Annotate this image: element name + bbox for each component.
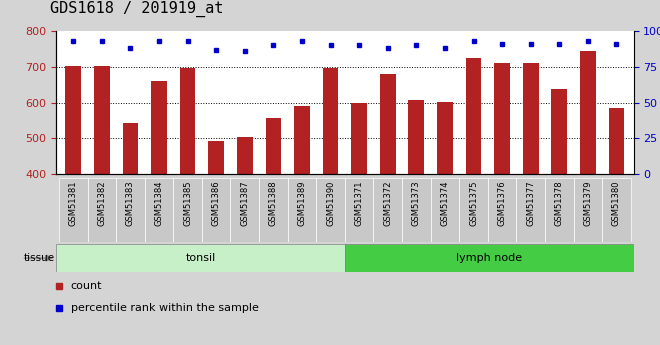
Bar: [351, 103, 367, 317]
Text: GSM51376: GSM51376: [498, 180, 507, 226]
Text: GSM51378: GSM51378: [555, 180, 564, 226]
Text: lymph node: lymph node: [456, 253, 522, 263]
Text: GSM51373: GSM51373: [412, 180, 421, 226]
Bar: [145, 178, 174, 242]
Bar: [65, 66, 81, 317]
Bar: [151, 81, 167, 317]
Bar: [288, 178, 316, 242]
Bar: [237, 137, 253, 317]
Bar: [345, 244, 634, 272]
Bar: [409, 100, 424, 317]
Bar: [323, 68, 339, 317]
Text: GDS1618 / 201919_at: GDS1618 / 201919_at: [50, 1, 223, 17]
Bar: [374, 178, 402, 242]
Bar: [116, 178, 145, 242]
Text: GSM51389: GSM51389: [298, 180, 306, 226]
Bar: [488, 178, 516, 242]
Bar: [602, 178, 631, 242]
Bar: [202, 178, 230, 242]
Bar: [316, 178, 345, 242]
Bar: [123, 124, 139, 317]
Bar: [609, 108, 624, 317]
Bar: [174, 178, 202, 242]
Text: GSM51377: GSM51377: [526, 180, 535, 226]
Bar: [494, 63, 510, 317]
Bar: [459, 178, 488, 242]
Bar: [516, 178, 545, 242]
Bar: [437, 101, 453, 317]
Bar: [545, 178, 574, 242]
Bar: [209, 141, 224, 317]
Text: GSM51384: GSM51384: [154, 180, 164, 226]
Text: GSM51387: GSM51387: [240, 180, 249, 226]
Text: GSM51385: GSM51385: [183, 180, 192, 226]
Text: GSM51380: GSM51380: [612, 180, 621, 226]
Bar: [56, 244, 345, 272]
Bar: [265, 118, 281, 317]
Text: tissue: tissue: [24, 253, 55, 263]
Text: GSM51379: GSM51379: [583, 180, 593, 226]
Text: GSM51382: GSM51382: [97, 180, 106, 226]
Text: GSM51383: GSM51383: [126, 180, 135, 226]
Bar: [580, 51, 596, 317]
Text: GSM51390: GSM51390: [326, 180, 335, 226]
Bar: [345, 178, 374, 242]
Bar: [88, 178, 116, 242]
Bar: [59, 178, 88, 242]
Text: count: count: [71, 281, 102, 290]
Bar: [402, 178, 430, 242]
Bar: [523, 63, 539, 317]
Bar: [430, 178, 459, 242]
Bar: [259, 178, 288, 242]
Text: GSM51374: GSM51374: [440, 180, 449, 226]
Bar: [551, 89, 567, 317]
Text: GSM51388: GSM51388: [269, 180, 278, 226]
Text: GSM51371: GSM51371: [354, 180, 364, 226]
Bar: [94, 66, 110, 317]
Bar: [574, 178, 602, 242]
Text: GSM51381: GSM51381: [69, 180, 78, 226]
Text: tonsil: tonsil: [185, 253, 216, 263]
Bar: [380, 74, 395, 317]
Bar: [466, 58, 481, 317]
Text: GSM51372: GSM51372: [383, 180, 392, 226]
Text: percentile rank within the sample: percentile rank within the sample: [71, 304, 259, 313]
Text: GSM51375: GSM51375: [469, 180, 478, 226]
Bar: [180, 68, 195, 317]
Text: GSM51386: GSM51386: [212, 180, 220, 226]
Bar: [294, 106, 310, 317]
Bar: [230, 178, 259, 242]
